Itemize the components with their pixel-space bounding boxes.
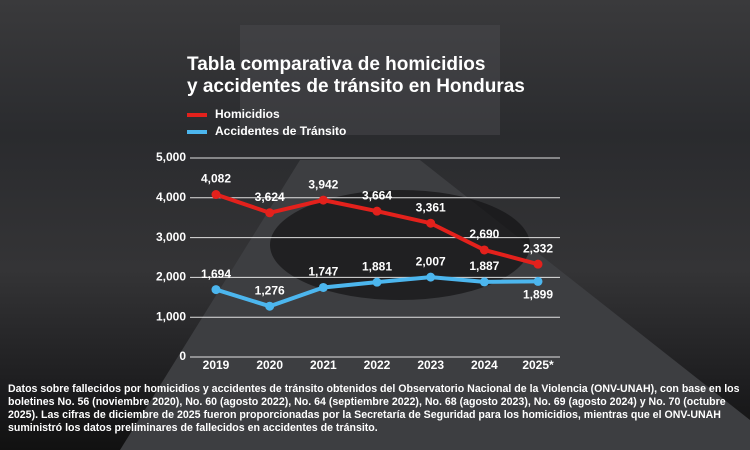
- y-tick-label: 5,000: [156, 150, 186, 164]
- motorcycle-shape: [270, 190, 530, 300]
- data-label: 3,624: [255, 190, 285, 204]
- footnote: Datos sobre fallecidos por homicidios y …: [8, 383, 740, 434]
- y-tick-label: 4,000: [156, 190, 186, 204]
- y-tick-label: 1,000: [156, 309, 186, 323]
- data-label: 1,747: [308, 265, 338, 279]
- data-point: [426, 218, 436, 228]
- y-tick-label: 2,000: [156, 270, 186, 284]
- data-label: 3,942: [308, 177, 338, 191]
- data-point: [426, 272, 436, 282]
- data-label: 2,690: [469, 227, 499, 241]
- data-point: [318, 195, 328, 205]
- data-label: 2,332: [523, 241, 553, 255]
- data-label: 3,664: [362, 188, 392, 202]
- legend-label: Accidentes de Tránsito: [215, 124, 346, 138]
- x-tick-label: 2019: [203, 358, 230, 372]
- legend-label: Homicidios: [215, 107, 280, 121]
- data-label: 1,881: [362, 259, 392, 273]
- data-point: [265, 208, 275, 218]
- data-point: [479, 245, 489, 255]
- x-tick-label: 2025*: [522, 358, 554, 372]
- x-tick-label: 2023: [417, 358, 444, 372]
- data-point: [211, 190, 221, 200]
- data-point: [533, 276, 543, 286]
- x-tick-label: 2024: [471, 358, 498, 372]
- data-point: [372, 277, 382, 287]
- data-label: 3,361: [416, 200, 446, 214]
- data-label: 2,007: [416, 254, 446, 268]
- data-label: 4,082: [201, 172, 231, 186]
- x-tick-label: 2022: [364, 358, 391, 372]
- data-label: 1,276: [255, 283, 285, 297]
- data-label: 1,887: [469, 259, 499, 273]
- data-point: [533, 259, 543, 269]
- ambulance-shape: [240, 25, 500, 135]
- data-label: 1,694: [201, 267, 231, 281]
- y-tick-label: 0: [179, 349, 186, 363]
- chart-title: Tabla comparativa de homicidios: [187, 54, 485, 75]
- data-label: 1,899: [523, 288, 553, 302]
- data-point: [372, 206, 382, 216]
- x-tick-label: 2021: [310, 358, 337, 372]
- y-tick-label: 3,000: [156, 230, 186, 244]
- data-point: [318, 282, 328, 292]
- data-point: [211, 285, 221, 295]
- chart-title: y accidentes de tránsito en Honduras: [187, 76, 525, 97]
- data-point: [265, 301, 275, 311]
- x-tick-label: 2020: [256, 358, 283, 372]
- data-point: [479, 277, 489, 287]
